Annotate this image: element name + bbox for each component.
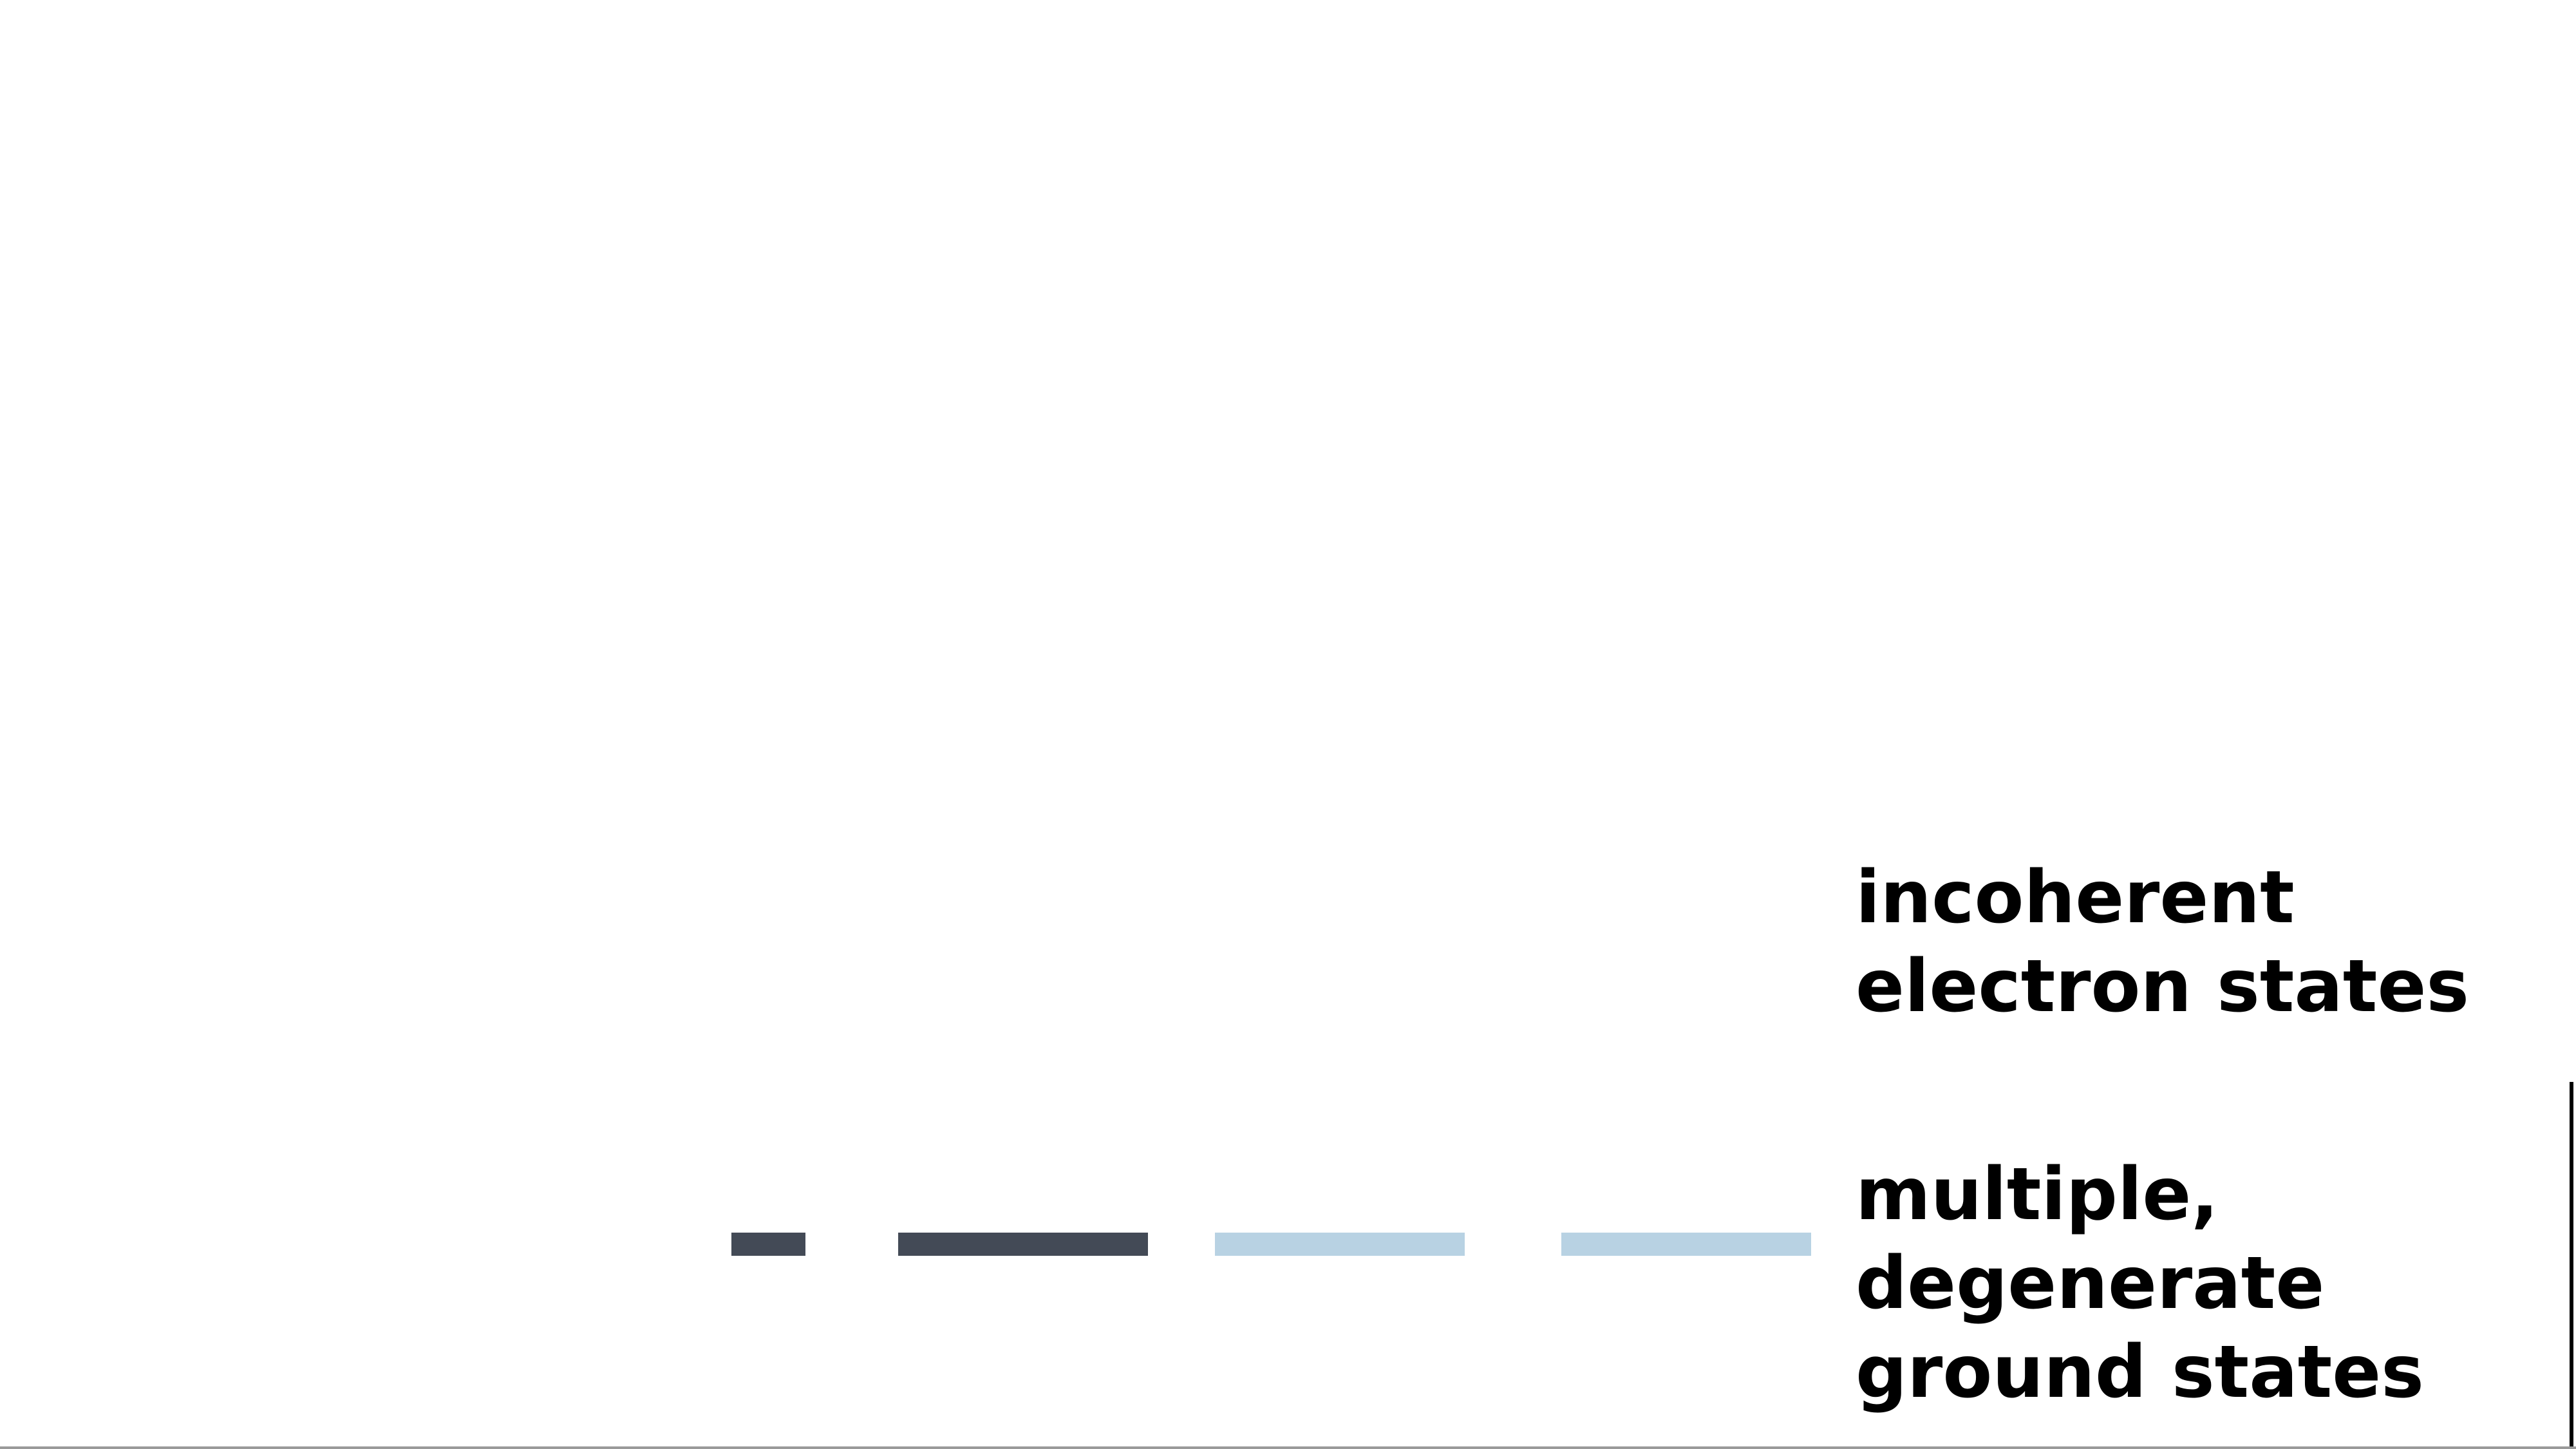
energy-level-occupied-short xyxy=(731,1233,805,1256)
ground-states-label: multiple, degenerate ground states xyxy=(1856,1153,2424,1414)
bottom-edge-rule xyxy=(0,1446,2576,1449)
incoherent-states-label: incoherent electron states xyxy=(1856,856,2470,1028)
energy-level-unoccupied xyxy=(1215,1233,1465,1256)
right-edge-rule xyxy=(2570,1082,2573,1449)
energy-level-unoccupied xyxy=(1561,1233,1811,1256)
energy-level-occupied xyxy=(898,1233,1148,1256)
